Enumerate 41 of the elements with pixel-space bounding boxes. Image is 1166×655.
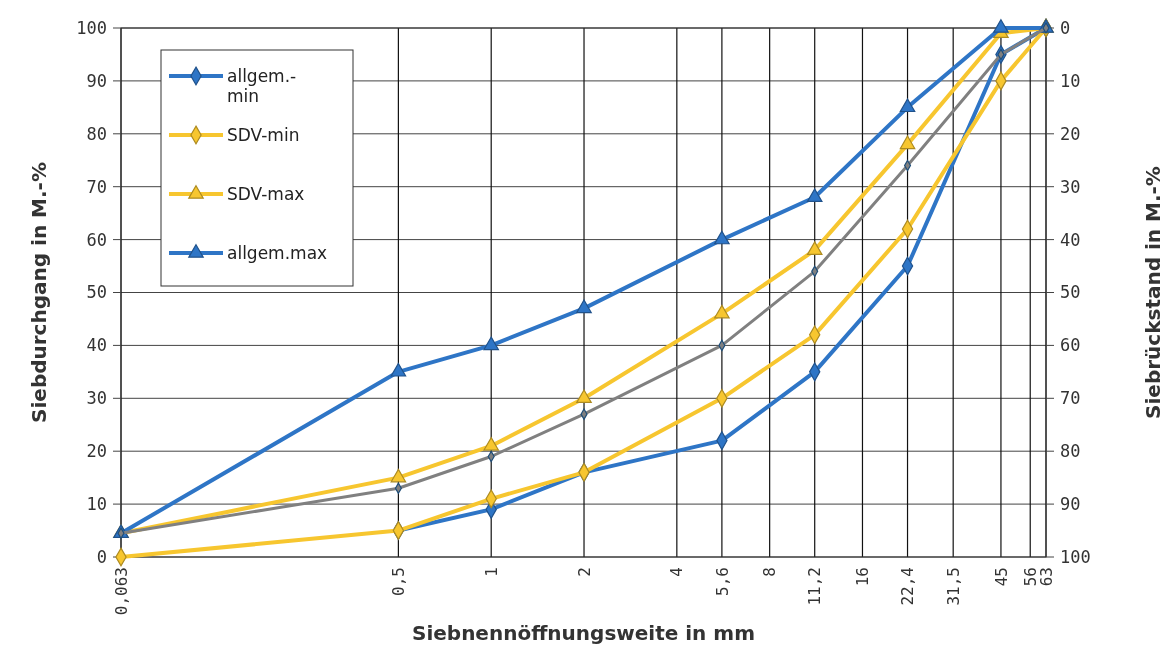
x-tick-label: 4: [667, 567, 687, 577]
y2-axis-title: Siebrückstand in M.-%: [1141, 166, 1165, 419]
y2-tick-label: 50: [1060, 282, 1081, 303]
y-tick-label: 20: [86, 441, 107, 462]
x-tick-label: 2: [574, 567, 594, 577]
y2-tick-label: 70: [1060, 388, 1081, 409]
y-tick-label: 90: [86, 70, 107, 91]
y-tick-label: 100: [76, 17, 107, 38]
y-tick-label: 30: [86, 388, 107, 409]
x-tick-label: 22,4: [898, 567, 918, 606]
y2-tick-label: 0: [1060, 17, 1071, 38]
y-tick-label: 40: [86, 335, 107, 356]
x-tick-label: 31,5: [943, 567, 963, 606]
x-axis-title: Siebnennöffnungsweite in mm: [411, 621, 756, 645]
x-tick-label: 0,5: [388, 567, 408, 596]
y2-tick-label: 30: [1060, 176, 1081, 197]
y-tick-label: 80: [86, 123, 107, 144]
y2-tick-label: 20: [1060, 123, 1081, 144]
legend-label: allgem.-min: [227, 65, 297, 107]
y-tick-label: 50: [86, 282, 107, 303]
x-tick-label: 11,2: [805, 567, 825, 606]
legend-label: SDV-max: [227, 183, 305, 204]
x-tick-label: 16: [853, 567, 873, 587]
legend-label: allgem.max: [227, 242, 328, 263]
y-tick-label: 70: [86, 176, 107, 197]
y2-tick-label: 100: [1060, 546, 1091, 567]
y-tick-label: 0: [96, 546, 107, 567]
y2-tick-label: 80: [1060, 441, 1081, 462]
x-tick-label: 1: [481, 567, 501, 577]
x-tick-label: 0,063: [111, 567, 131, 616]
y2-tick-label: 10: [1060, 70, 1081, 91]
y2-tick-label: 60: [1060, 335, 1081, 356]
legend-label: SDV-min: [227, 124, 300, 145]
y2-tick-label: 40: [1060, 229, 1081, 250]
x-tick-label: 45: [991, 567, 1011, 587]
y-tick-label: 10: [86, 494, 107, 515]
y-axis-title: Siebdurchgang in M.-%: [27, 162, 51, 423]
x-tick-label: 8: [760, 567, 780, 577]
x-tick-label: 5,6: [712, 567, 732, 596]
y2-tick-label: 90: [1060, 494, 1081, 515]
y-tick-label: 60: [86, 229, 107, 250]
